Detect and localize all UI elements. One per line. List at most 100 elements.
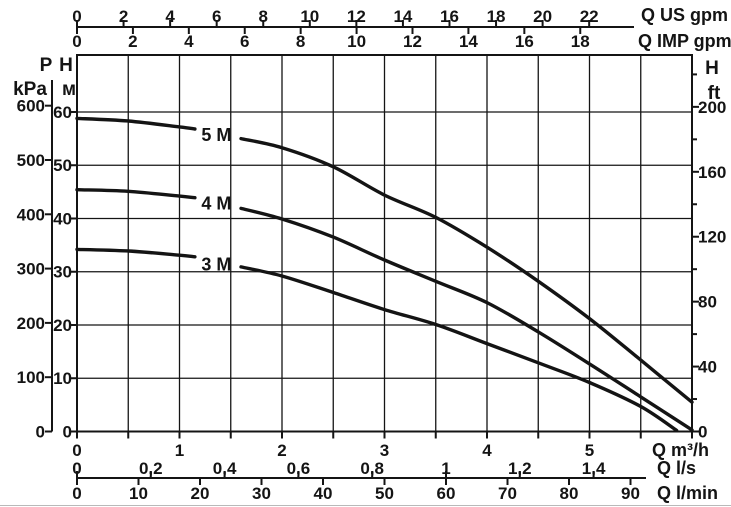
tick-label-m3h: 5: [585, 441, 594, 460]
header-text-head-right: H: [705, 58, 719, 79]
tick-label-p-kpa: 100: [17, 368, 45, 387]
tick-label-p-kpa: 600: [17, 97, 45, 116]
axis-l-min: 0 10 20 30 40 50 60 70 80 90 Q l/min: [72, 478, 718, 503]
tick-label-p-kpa: 0: [36, 423, 45, 442]
curve-label-3m: 3 M: [201, 254, 231, 274]
grid: [77, 55, 692, 432]
tick-label-h-ft: 0: [698, 423, 707, 442]
tick-label-l-s: 0,8: [360, 459, 384, 478]
tick-label-us-gpm: 14: [393, 7, 412, 26]
tick-label-imp-gpm: 8: [296, 32, 305, 51]
tick-label-l-s: 0: [72, 459, 81, 478]
tick-label-imp-gpm: 2: [128, 32, 137, 51]
tick-label-h-ft: 160: [698, 163, 726, 182]
tick-label-us-gpm: 22: [580, 7, 599, 26]
tick-label-imp-gpm: 6: [240, 32, 249, 51]
tick-label-us-gpm: 2: [119, 7, 128, 26]
curve-path-4m: [75, 188, 197, 200]
tick-label-us-gpm: 6: [212, 7, 221, 26]
tick-label-h-m: 20: [53, 316, 72, 335]
tick-label-l-min: 80: [560, 484, 579, 503]
scan-edge-line: [0, 505, 731, 506]
tick-label-us-gpm: 8: [259, 7, 268, 26]
tick-label-us-gpm: 10: [300, 7, 319, 26]
tick-label-p-kpa: 500: [17, 151, 45, 170]
tick-label-us-gpm: 0: [72, 7, 81, 26]
tick-label-l-s: 0,2: [139, 459, 163, 478]
tick-label-l-min: 50: [375, 484, 394, 503]
tick-label-us-gpm: 12: [347, 7, 366, 26]
header-text-pressure: kPa: [13, 79, 47, 100]
tick-label-imp-gpm: 10: [347, 32, 366, 51]
header-head-left: Hм: [59, 55, 76, 100]
tick-label-imp-gpm: 0: [72, 32, 81, 51]
curve-label-5m: 5 M: [201, 125, 231, 145]
tick-label-m3h: 4: [482, 441, 492, 460]
axis-p-kpa: 0 100 200 300 400 500 600: [17, 80, 53, 442]
tick-label-h-ft: 40: [698, 358, 717, 377]
curve-path-3m: [75, 247, 197, 259]
axis-m3h: 0 1 2 3 4 5 Q m³/h: [72, 431, 709, 460]
tick-label-l-min: 90: [621, 484, 640, 503]
header-head-right: Hft: [705, 58, 721, 104]
tick-label-p-kpa: 300: [17, 260, 45, 279]
tick-label-l-s: 1,4: [582, 459, 606, 478]
axis-us-gpm: 0 2 4 6 8 10 12 14 16 18 20 22 Q US gpm: [72, 5, 728, 28]
axis-unit-label-l-s: Q l/s: [657, 458, 696, 478]
axis-unit-label-l-min: Q l/min: [657, 483, 718, 503]
tick-label-m3h: 0: [72, 441, 81, 460]
tick-label-h-m: 10: [53, 369, 72, 388]
tick-label-imp-gpm: 4: [184, 32, 194, 51]
tick-label-h-m: 60: [53, 103, 72, 122]
axis-imp-gpm: 0 2 4 6 8 10 12 14 16 18 Q IMP gpm: [72, 27, 731, 51]
axis-l-s: 0 0,2 0,4 0,6 0,8 1 1,2 1,4 Q l/s: [72, 458, 696, 479]
tick-label-l-min: 70: [498, 484, 517, 503]
tick-label-l-s: 0,6: [287, 459, 311, 478]
curve-path-4m: [239, 206, 694, 432]
tick-label-us-gpm: 16: [440, 7, 459, 26]
tick-label-p-kpa: 200: [17, 314, 45, 333]
tick-label-imp-gpm: 16: [515, 32, 534, 51]
tick-label-h-ft: 200: [698, 98, 726, 117]
tick-label-l-min: 0: [72, 484, 81, 503]
tick-label-imp-gpm: 14: [459, 32, 478, 51]
tick-label-imp-gpm: 18: [571, 32, 590, 51]
axis-unit-label-us-gpm: Q US gpm: [641, 5, 728, 25]
curve-5m: 5 M: [75, 116, 694, 404]
curve-path-5m: [239, 136, 694, 404]
tick-label-us-gpm: 4: [165, 7, 175, 26]
curve-4m: 4 M: [75, 188, 694, 432]
tick-label-l-s: 0,4: [213, 459, 237, 478]
tick-label-m3h: 1: [175, 441, 184, 460]
tick-label-l-min: 40: [314, 484, 333, 503]
axis-h-ft: 0 40 80 120 160 200: [692, 73, 726, 442]
tick-label-l-min: 10: [129, 484, 148, 503]
axis-unit-label-m3h: Q m³/h: [652, 440, 709, 460]
tick-label-l-min: 30: [252, 484, 271, 503]
header-text-head-left: м: [62, 79, 76, 100]
curve-path-3m: [239, 265, 679, 433]
axis-unit-label-imp-gpm: Q IMP gpm: [638, 31, 731, 51]
tick-label-l-s: 1,2: [508, 459, 532, 478]
curve-path-5m: [75, 116, 197, 131]
header-text-head-right: ft: [708, 83, 721, 104]
tick-label-h-ft: 120: [698, 228, 726, 247]
tick-label-m3h: 2: [277, 441, 286, 460]
header-text-head-left: H: [59, 55, 73, 76]
tick-label-h-m: 40: [53, 209, 72, 228]
tick-label-us-gpm: 20: [533, 7, 552, 26]
axis-h-m: 0 10 20 30 40 50 60: [53, 103, 77, 442]
tick-label-imp-gpm: 12: [403, 32, 422, 51]
curve-label-4m: 4 M: [201, 194, 231, 214]
curve-3m: 3 M: [75, 247, 679, 433]
tick-label-l-min: 20: [191, 484, 210, 503]
tick-label-h-ft: 80: [698, 293, 717, 312]
header-text-pressure: P: [40, 55, 53, 76]
tick-label-m3h: 3: [380, 441, 389, 460]
tick-label-us-gpm: 18: [487, 7, 506, 26]
tick-label-h-m: 50: [53, 156, 72, 175]
tick-label-l-min: 60: [437, 484, 456, 503]
